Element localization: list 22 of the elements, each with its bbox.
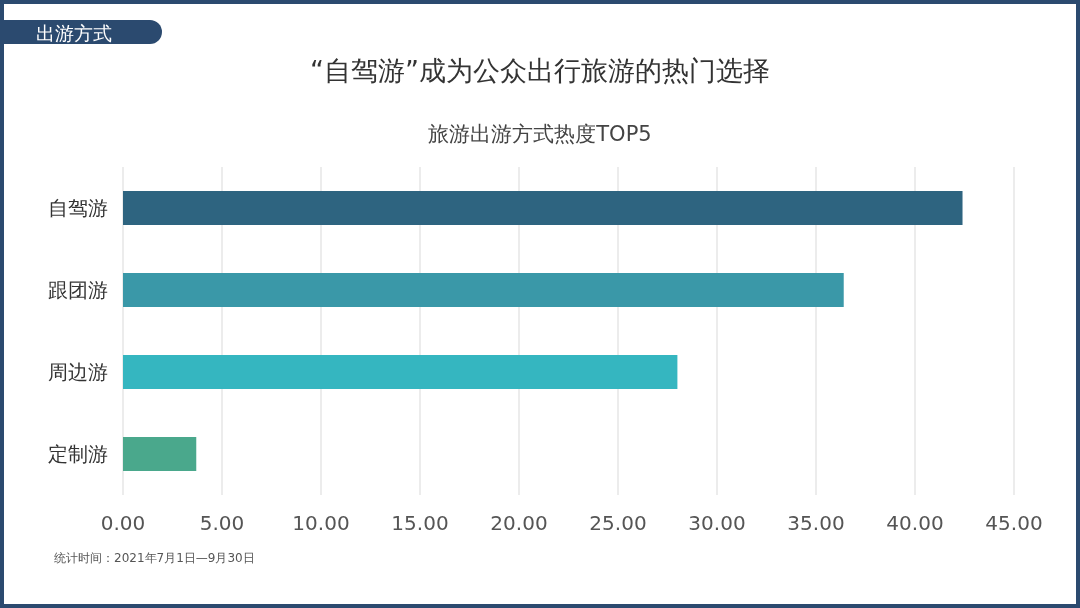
x-tick-label: 5.00	[199, 511, 245, 535]
x-tick-label: 35.00	[787, 511, 845, 535]
x-tick-label: 25.00	[589, 511, 647, 535]
y-tick-label: 定制游	[48, 442, 108, 466]
text: 统计时间：2021年7月1日—9月30日	[54, 551, 255, 565]
text: 出游方式	[36, 22, 112, 44]
x-tick-label: 45.00	[985, 511, 1043, 535]
chart-title: “自驾游”成为公众出行旅游的热门选择	[310, 55, 770, 86]
y-tick-label: 周边游	[48, 360, 108, 384]
x-tick-label: 10.00	[292, 511, 350, 535]
x-tick-label: 20.00	[490, 511, 548, 535]
bar	[123, 191, 963, 225]
x-tick-label: 40.00	[886, 511, 944, 535]
chart-subtitle: 旅游出游方式热度TOP5	[428, 122, 652, 146]
bar	[123, 273, 844, 307]
bar	[123, 355, 678, 389]
y-tick-label: 跟团游	[48, 278, 108, 302]
x-tick-label: 30.00	[688, 511, 746, 535]
x-tick-label: 15.00	[391, 511, 449, 535]
bar	[123, 437, 197, 471]
y-tick-label: 自驾游	[48, 196, 108, 220]
x-tick-label: 0.00	[100, 511, 146, 535]
